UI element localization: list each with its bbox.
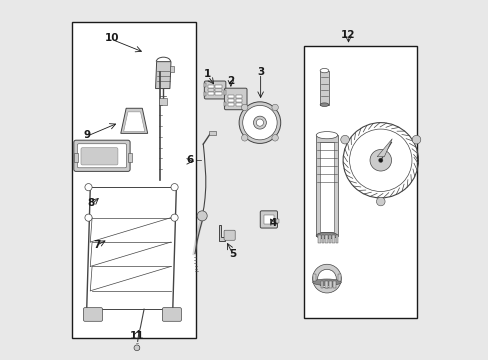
Bar [215,85,222,88]
FancyBboxPatch shape [162,308,181,321]
Bar [227,99,234,102]
Circle shape [317,269,336,288]
Bar [263,215,274,224]
FancyBboxPatch shape [81,148,118,165]
FancyBboxPatch shape [83,308,102,321]
Bar [203,83,205,87]
Circle shape [85,184,92,191]
Ellipse shape [320,103,328,107]
Bar [215,89,222,91]
Bar [169,66,174,72]
Bar [276,219,278,223]
Bar [319,142,333,232]
FancyBboxPatch shape [204,81,225,99]
FancyBboxPatch shape [224,88,246,110]
Bar [235,99,242,102]
Bar [207,93,214,95]
Bar [128,153,131,162]
Circle shape [242,105,277,140]
Circle shape [171,214,178,221]
Circle shape [241,135,247,141]
Bar [223,90,225,95]
Text: 6: 6 [186,155,193,165]
Text: 7: 7 [93,239,100,249]
FancyBboxPatch shape [74,140,130,171]
Text: 12: 12 [341,30,355,40]
Circle shape [253,116,266,129]
Polygon shape [121,108,147,134]
Bar [223,102,225,107]
Bar [303,45,416,318]
Bar [235,103,242,106]
Bar [227,95,234,98]
Circle shape [171,184,178,191]
Bar [235,95,242,98]
Bar [207,89,214,91]
FancyBboxPatch shape [77,144,126,168]
Bar [215,93,222,95]
Bar [316,135,337,235]
Text: 11: 11 [129,331,144,341]
Circle shape [85,214,92,221]
Bar [320,281,323,288]
Ellipse shape [320,68,328,73]
Bar [312,274,315,282]
FancyBboxPatch shape [260,211,277,228]
Bar [328,281,331,288]
Circle shape [271,135,278,141]
Polygon shape [123,112,144,132]
Circle shape [256,119,263,126]
Circle shape [369,149,391,171]
Bar [333,281,336,288]
Circle shape [378,158,382,162]
Polygon shape [218,225,224,241]
Circle shape [239,102,280,143]
Bar [324,281,327,288]
Ellipse shape [316,132,337,139]
Text: 9: 9 [83,130,90,140]
Circle shape [376,197,384,206]
Bar [74,153,78,162]
Ellipse shape [316,232,337,239]
Bar [209,131,215,135]
Circle shape [271,104,278,111]
Bar [332,235,334,243]
Text: 10: 10 [104,33,119,43]
Text: 2: 2 [227,76,234,86]
Bar [321,235,324,243]
Circle shape [241,104,247,111]
Circle shape [411,135,420,144]
Text: 3: 3 [257,67,264,77]
Bar [207,85,214,88]
Bar [320,71,328,105]
Bar [338,274,341,282]
Text: 4: 4 [269,218,276,228]
Circle shape [340,135,348,144]
Bar [328,235,330,243]
Text: 5: 5 [229,248,236,258]
Bar [72,22,196,338]
Text: 1: 1 [204,69,211,79]
Bar [325,235,327,243]
Circle shape [197,211,207,221]
Circle shape [312,264,341,293]
Bar [203,92,205,96]
Bar [317,235,320,243]
Polygon shape [376,139,391,157]
Polygon shape [155,62,171,89]
Bar [227,103,234,106]
Bar [335,235,338,243]
Bar [159,98,167,105]
Ellipse shape [312,279,341,285]
Circle shape [134,345,140,351]
Circle shape [349,129,411,192]
Text: 8: 8 [87,198,95,208]
FancyBboxPatch shape [224,230,235,240]
